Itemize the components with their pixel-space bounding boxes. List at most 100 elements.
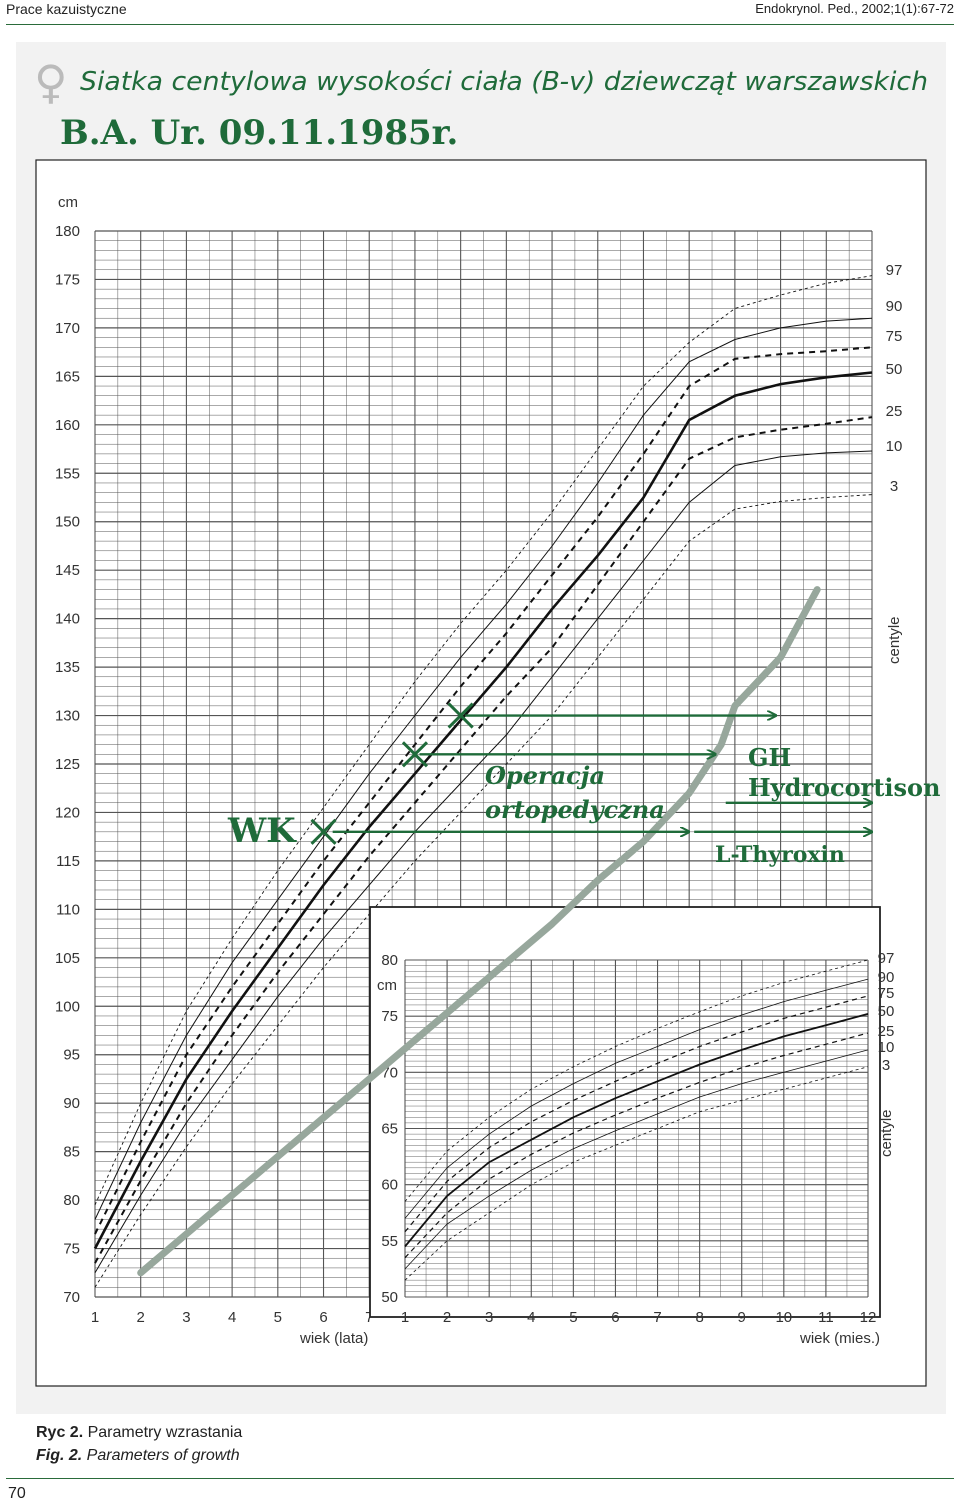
- page-number: 70: [8, 1485, 26, 1502]
- cross-stroke: [401, 741, 429, 768]
- inset-centile-p25: [404, 1032, 869, 1259]
- x-tick-6: 6: [319, 1309, 327, 1326]
- treatment-marker-1: [310, 818, 337, 845]
- percentile-label-50: 50: [886, 361, 903, 378]
- inset-y-unit: cm: [377, 977, 397, 994]
- main-centiles: [93, 275, 873, 1288]
- x-tick-3: 3: [182, 1309, 190, 1326]
- section-title: Prace kazuistyczne: [6, 1, 127, 17]
- inset-x-tick-10: 10: [775, 1309, 792, 1326]
- y-tick-100: 100: [55, 998, 80, 1015]
- inset-centile-p97: [404, 959, 869, 1202]
- page-header: Prace kazuistyczne Endokrynol. Ped., 200…: [6, 0, 954, 25]
- caption-pl-label: Ryc 2.: [36, 1424, 84, 1441]
- centile-p25: [94, 416, 873, 1264]
- y-tick-135: 135: [55, 659, 80, 676]
- operation-label-1: Operacja: [485, 761, 605, 790]
- inset-y-tick-60: 60: [381, 1177, 398, 1194]
- inset-x-tick-12: 12: [860, 1309, 877, 1326]
- footer-rule: [6, 1478, 954, 1479]
- growth-chart: ♀ Siatka centylowa wysokości ciała (B-v)…: [34, 55, 941, 1387]
- main-centile-label: centyle: [886, 616, 903, 664]
- inset-y-tick-50: 50: [381, 1289, 398, 1306]
- inset-centile-p50: [404, 1013, 869, 1248]
- caption-en-label: Fig. 2.: [36, 1447, 83, 1464]
- x-tick-4: 4: [228, 1309, 236, 1326]
- operation-label-2: ortopedyczna: [485, 795, 665, 824]
- inset-y-tick-65: 65: [381, 1121, 398, 1138]
- main-y-unit: cm: [58, 194, 78, 211]
- y-tick-165: 165: [55, 368, 80, 385]
- y-tick-70: 70: [63, 1289, 80, 1306]
- percentile-label-10: 10: [886, 438, 903, 455]
- cross-stroke: [310, 818, 337, 845]
- inset-x-tick-6: 6: [611, 1309, 619, 1326]
- inset-centile-label: centyle: [878, 1109, 895, 1157]
- inset-x-tick-2: 2: [443, 1309, 451, 1326]
- journal-citation: Endokrynol. Ped., 2002;1(1):67-72: [755, 1, 954, 16]
- caption-en: Fig. 2. Parameters of growth: [36, 1447, 240, 1465]
- centile-p50: [93, 371, 873, 1250]
- percentile-label-75: 75: [886, 328, 903, 345]
- y-tick-155: 155: [55, 465, 80, 482]
- x-tick-1: 1: [91, 1309, 99, 1326]
- y-tick-115: 115: [56, 853, 80, 870]
- inset-x-tick-1: 1: [401, 1309, 409, 1326]
- inset-y-tick-55: 55: [381, 1233, 398, 1250]
- y-tick-180: 180: [55, 223, 80, 240]
- x-tick-5: 5: [274, 1309, 282, 1326]
- y-tick-140: 140: [55, 611, 80, 628]
- y-tick-130: 130: [55, 708, 80, 725]
- inset-percentile-label-10: 10: [878, 1039, 895, 1056]
- wk-label: WK: [227, 811, 297, 851]
- inset-centiles: [404, 959, 869, 1281]
- y-tick-125: 125: [55, 756, 80, 773]
- y-tick-75: 75: [63, 1241, 80, 1258]
- inset-percentile-label-25: 25: [878, 1023, 895, 1040]
- y-tick-170: 170: [55, 320, 80, 337]
- y-tick-85: 85: [63, 1144, 80, 1161]
- centile-p90: [94, 317, 873, 1220]
- y-tick-105: 105: [55, 950, 80, 967]
- y-tick-95: 95: [63, 1047, 80, 1064]
- hydrocortison-label: Hydrocortison: [748, 773, 941, 802]
- y-tick-90: 90: [63, 1095, 80, 1112]
- percentile-label-97: 97: [886, 262, 903, 279]
- inset-x-tick-11: 11: [818, 1309, 834, 1326]
- inset-centile-p75: [404, 995, 869, 1233]
- caption-en-text: Parameters of growth: [82, 1447, 240, 1464]
- y-tick-120: 120: [55, 804, 80, 821]
- inset-x-tick-9: 9: [738, 1309, 746, 1326]
- lthyroxin-label: L-Thyroxin: [715, 842, 845, 868]
- centile-p97: [94, 275, 873, 1206]
- inset-y-tick-75: 75: [381, 1008, 398, 1025]
- treatment-marker-3: [447, 702, 474, 729]
- percentile-label-25: 25: [886, 403, 903, 420]
- inset-x-tick-3: 3: [485, 1309, 493, 1326]
- gh-label: GH: [748, 743, 791, 772]
- inset-y-tick-80: 80: [381, 952, 398, 969]
- inset-centile-p90: [404, 978, 869, 1219]
- inset-percentile-label-3: 3: [882, 1057, 890, 1074]
- inset-grid: [404, 959, 869, 1298]
- patient-growth: [137, 586, 821, 1277]
- chart-title: Siatka centylowa wysokości ciała (B-v) d…: [80, 67, 928, 97]
- inset-percentile-label-90: 90: [878, 969, 895, 986]
- y-tick-150: 150: [55, 514, 80, 531]
- treatment-marker-2: [401, 741, 429, 768]
- percentile-label-3: 3: [890, 478, 898, 495]
- y-tick-175: 175: [55, 271, 80, 288]
- cross-stroke: [447, 702, 474, 729]
- y-tick-145: 145: [55, 562, 80, 579]
- y-tick-110: 110: [56, 901, 80, 918]
- female-symbol: ♀: [34, 55, 68, 109]
- x-tick-2: 2: [137, 1309, 145, 1326]
- inset-x-tick-8: 8: [695, 1309, 703, 1326]
- inset-percentile-label-50: 50: [878, 1003, 895, 1020]
- centile-p75: [94, 346, 873, 1235]
- percentile-label-90: 90: [886, 298, 903, 315]
- inset-percentile-label-97: 97: [878, 950, 895, 967]
- inset-x-tick-4: 4: [527, 1309, 535, 1326]
